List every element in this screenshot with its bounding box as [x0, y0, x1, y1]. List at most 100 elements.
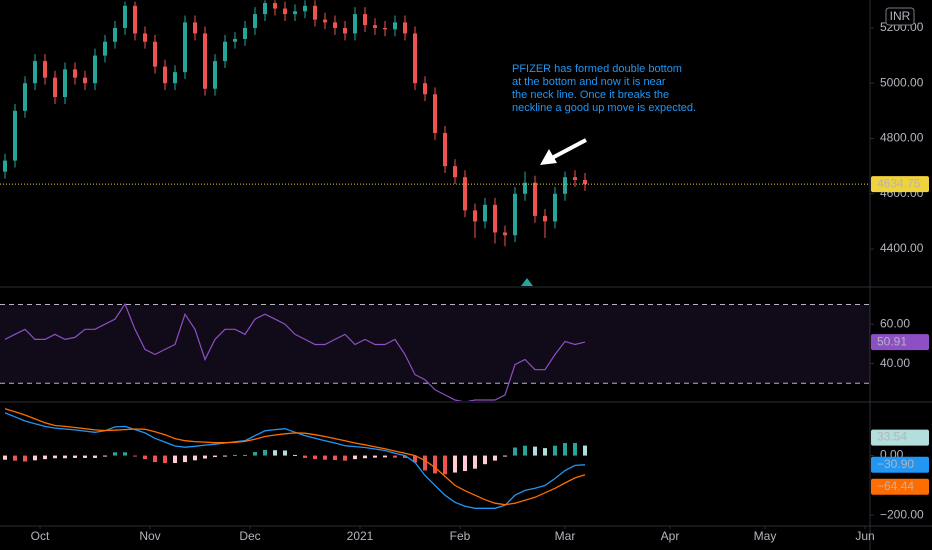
last-price-label-box [871, 176, 929, 193]
candle-body [493, 204, 497, 233]
histogram-bar [153, 455, 157, 463]
candle-body [23, 83, 27, 111]
histogram-bar [243, 454, 247, 456]
annotation: the neck line. Once it breaks the [512, 89, 669, 101]
histogram-bar [373, 455, 377, 458]
histogram-bar [193, 455, 197, 461]
histogram-bar [63, 455, 67, 459]
histogram-bar [123, 452, 127, 456]
histogram-bar [493, 455, 497, 461]
candle-body [483, 204, 487, 222]
histogram-bar [283, 450, 287, 456]
histogram-bar [143, 455, 147, 460]
histogram-bar [183, 455, 187, 463]
candle-body [273, 3, 277, 9]
candle-body [583, 179, 587, 185]
candle-body [323, 19, 327, 23]
candle-body [13, 110, 17, 161]
macd-last-label: −30.90 [877, 457, 914, 471]
histogram-bar [113, 452, 117, 456]
x-tick-label: 2021 [347, 529, 374, 543]
histogram-bar [363, 455, 367, 459]
histogram-bar [353, 455, 357, 460]
annotation: neckline a good up move is expected. [512, 102, 696, 114]
candle-body [73, 69, 77, 78]
histogram-bar [273, 450, 277, 456]
x-tick-label: Jun [855, 529, 874, 543]
currency-label: INR [890, 9, 911, 23]
histogram-bar [543, 448, 547, 456]
histogram [3, 443, 587, 475]
candle-body [353, 14, 357, 34]
currency-box [885, 7, 915, 26]
histogram-bar [553, 445, 557, 456]
histogram-bar [13, 455, 17, 461]
candle-body [173, 72, 177, 84]
y-tick-label: 40.00 [880, 356, 910, 370]
histogram-bar [93, 455, 97, 458]
candle-body [413, 33, 417, 84]
histogram-bar [583, 445, 587, 456]
candle-body [473, 210, 477, 222]
candle-body [203, 33, 207, 89]
candle-body [513, 193, 517, 236]
candle-body [363, 14, 367, 26]
candle-body [523, 182, 527, 194]
y-tick-label: −200.00 [880, 507, 924, 521]
y-tick-label: 4400.00 [880, 241, 924, 255]
histogram-bar [523, 445, 527, 456]
candle-body [543, 215, 547, 222]
histogram-bar [343, 455, 347, 461]
candle-body [123, 5, 127, 28]
candle-body [113, 27, 117, 42]
last-price-label: 4634.75 [877, 176, 921, 190]
pattern-marker [521, 278, 533, 286]
candle-body [253, 14, 257, 28]
candle-body [153, 41, 157, 67]
candle-body [313, 5, 317, 20]
x-tick-label: May [754, 529, 777, 543]
x-tick-label: Oct [31, 529, 50, 543]
candle-body [443, 132, 447, 167]
candle-body [83, 77, 87, 84]
y-tick-label: 4800.00 [880, 131, 924, 145]
histogram-bar [533, 446, 537, 456]
histogram-bar [173, 455, 177, 464]
candle-body [33, 61, 37, 84]
candle-body [383, 27, 387, 30]
x-tick-label: Mar [555, 529, 576, 543]
candle-body [533, 182, 537, 216]
candle-body [503, 232, 507, 236]
macd-last-label-box [871, 456, 929, 473]
histogram-last-label-box [871, 429, 929, 446]
candle-body [393, 22, 397, 30]
candle-body [43, 61, 47, 78]
macd-last-label: −64.44 [877, 479, 914, 493]
candle-body [423, 83, 427, 95]
candle-body [93, 55, 97, 84]
candle-body [233, 38, 237, 42]
histogram-bar [223, 455, 227, 457]
candle-body [223, 41, 227, 62]
histogram-bar [433, 455, 437, 474]
candle-body [573, 177, 577, 180]
candle-body [283, 8, 287, 15]
histogram-bar [53, 455, 57, 459]
histogram-bar [43, 455, 47, 460]
candle-body [563, 177, 567, 194]
candle-body [433, 94, 437, 133]
histogram-bar [33, 455, 37, 461]
histogram-bar [303, 455, 307, 458]
candle-body [103, 41, 107, 56]
histogram-bar [233, 454, 237, 456]
candle-body [333, 22, 337, 28]
candle-body [453, 166, 457, 178]
histogram-bar [393, 455, 397, 458]
histogram-bar [463, 455, 467, 472]
histogram-bar [263, 449, 267, 456]
histogram-bar [3, 455, 7, 460]
histogram-bar [513, 447, 517, 456]
candle-body [463, 177, 467, 211]
